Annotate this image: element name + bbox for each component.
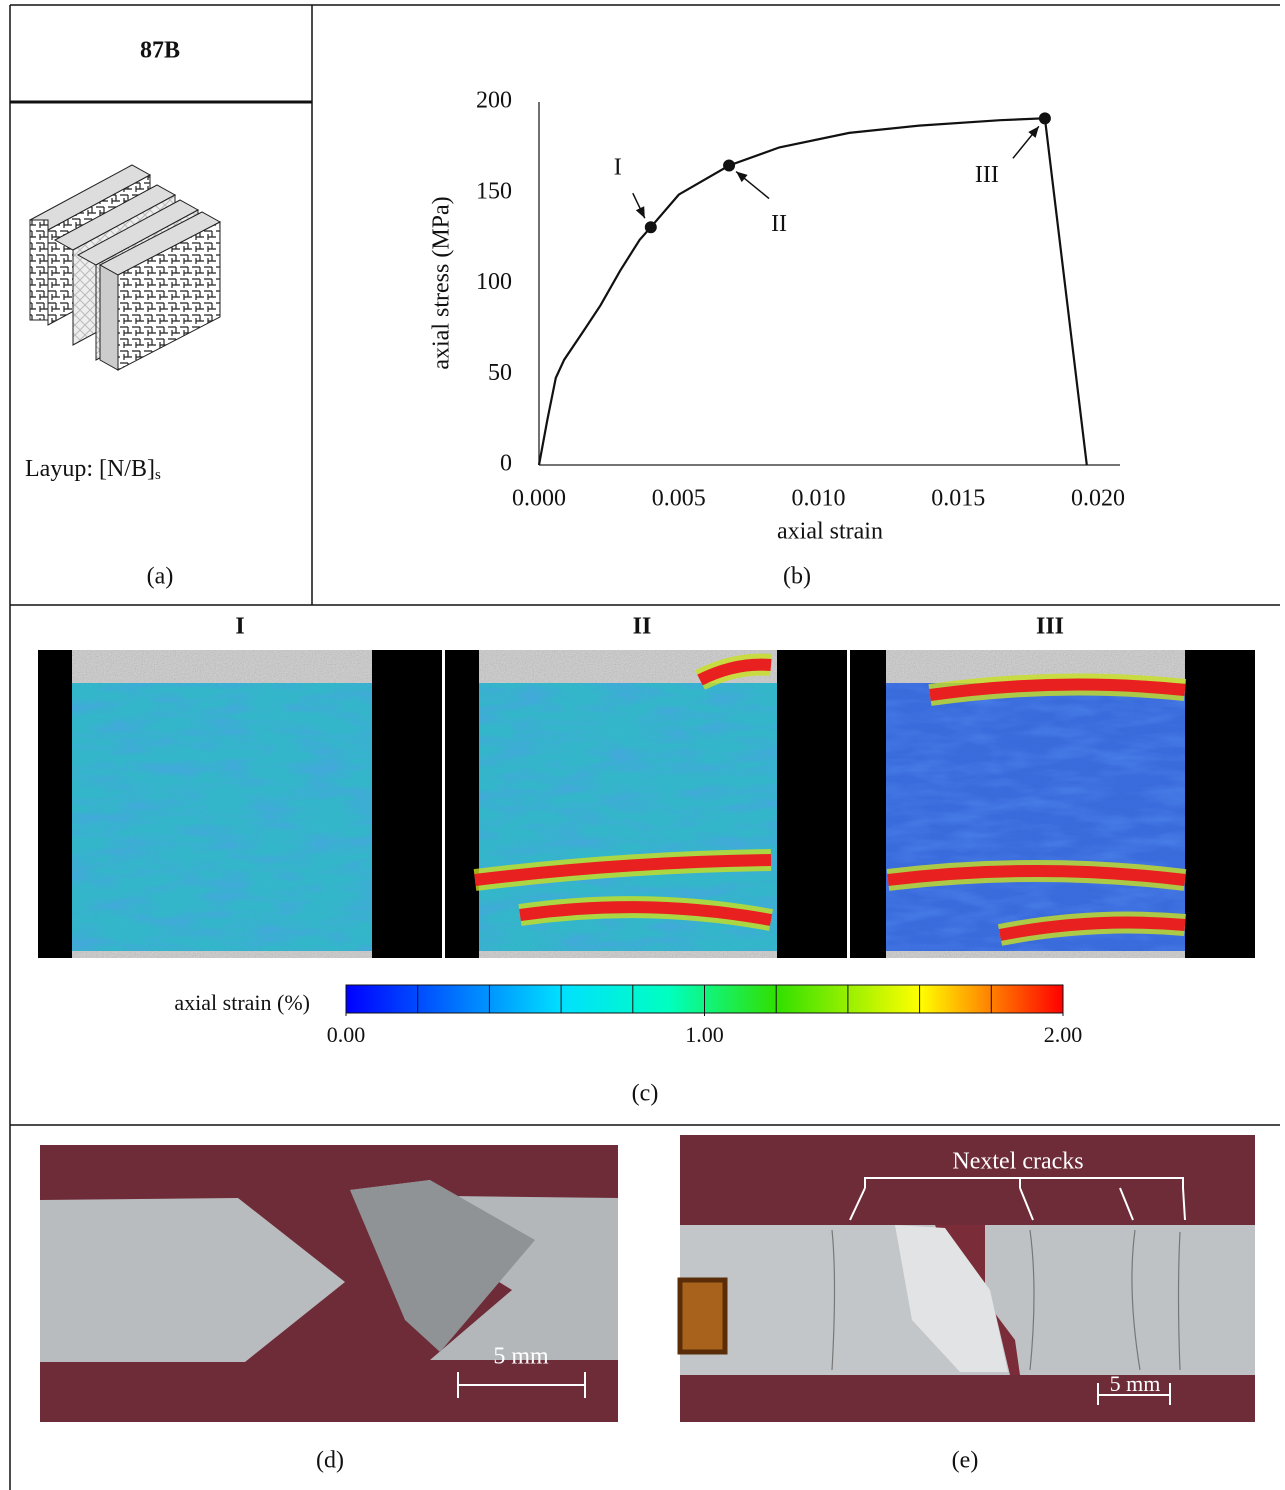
- layup-text: Layup: [N/B]: [25, 456, 155, 482]
- figure: 87B Layup: [N/B]s (a) 0501001502000.0000…: [0, 0, 1285, 1490]
- annotation-point: [645, 221, 657, 233]
- x-tick-label: 0.020: [1071, 486, 1125, 512]
- x-axis-label: axial strain: [777, 519, 883, 545]
- panel-label: III: [1036, 614, 1064, 640]
- x-tick-label: 0.005: [652, 486, 706, 512]
- layup: Layup: [N/B]s: [25, 456, 161, 484]
- y-axis-label: axial stress (MPa): [429, 196, 455, 369]
- colorbar-tick-label: 1.00: [685, 1022, 724, 1047]
- caption: (d): [316, 1448, 344, 1474]
- caption: (b): [783, 564, 811, 590]
- caption: (a): [147, 564, 174, 590]
- y-tick-label: 100: [476, 269, 512, 295]
- annotation-point: [723, 160, 735, 172]
- arrow-head: [1028, 126, 1039, 138]
- layup-schematic: [30, 165, 220, 370]
- y-tick-label: 150: [476, 178, 512, 204]
- annotation: Nextel cracks: [952, 1149, 1083, 1175]
- caption: (c): [632, 1081, 659, 1107]
- x-tick-label: 0.000: [512, 486, 566, 512]
- y-tick-label: 50: [488, 360, 512, 386]
- layup-subscript: s: [155, 467, 161, 483]
- photo-d: 5 mm: [40, 1145, 618, 1422]
- panel-label: I: [235, 614, 244, 640]
- x-tick-label: 0.010: [792, 486, 846, 512]
- colorbar-tick-label: 2.00: [1044, 1022, 1083, 1047]
- colorbar-tick-label: 0.00: [327, 1022, 366, 1047]
- y-tick-label: 0: [500, 451, 512, 477]
- annotation-point: [1039, 112, 1051, 124]
- colorbar-title: axial strain (%): [174, 990, 310, 1015]
- specimen-id: 87B: [140, 38, 180, 64]
- y-tick-label: 200: [476, 88, 512, 114]
- stress-strain-chart: 0 50 100 150 200 0.000 0.005 0.010 0.015 0.020 axi…: [429, 88, 1126, 545]
- annotation-label: I: [614, 155, 622, 181]
- strain-mottle: [72, 683, 372, 951]
- strain-mottle: [886, 683, 1185, 951]
- annotation-label: III: [975, 162, 999, 188]
- annotation-label: II: [771, 211, 787, 237]
- x-tick-label: 0.015: [931, 486, 985, 512]
- scale-label: 5 mm: [493, 1344, 549, 1370]
- photo-e: Nextel cracks 5 mm: [680, 1135, 1255, 1422]
- scale-label: 5 mm: [1110, 1371, 1161, 1396]
- colorbar: axial strain (%) 0.00 1.00 2.00: [174, 985, 1082, 1047]
- caption: (e): [952, 1448, 979, 1474]
- panel-label: II: [633, 614, 652, 640]
